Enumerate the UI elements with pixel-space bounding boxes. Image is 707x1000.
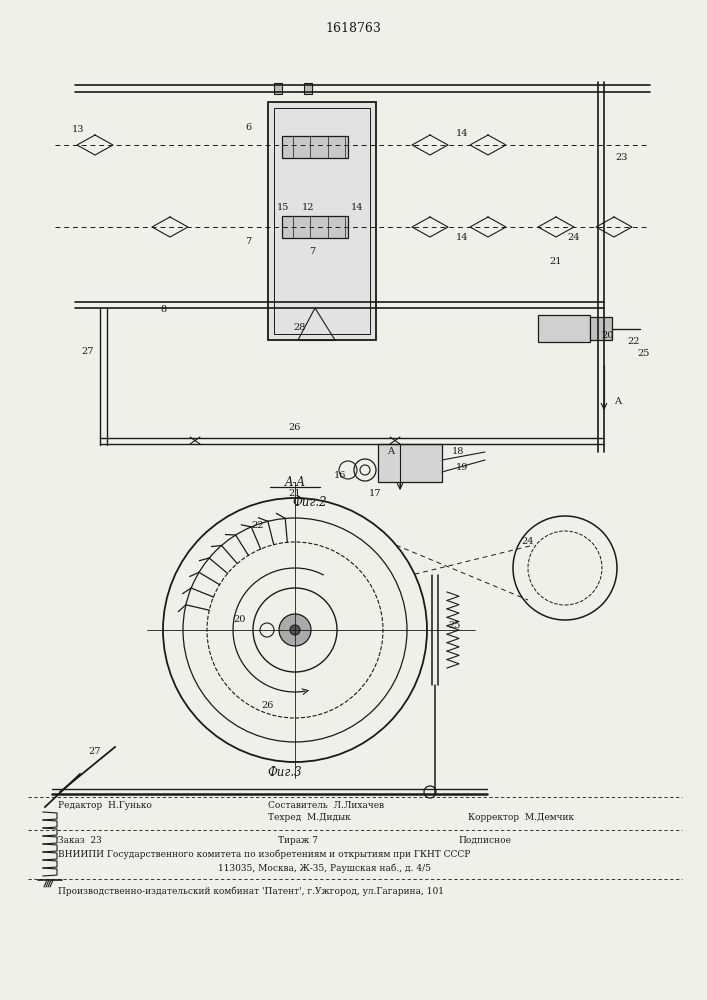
Text: 25: 25	[638, 349, 650, 358]
Text: 18: 18	[452, 448, 464, 456]
Text: 15: 15	[277, 204, 289, 213]
Circle shape	[290, 625, 300, 635]
Text: 6: 6	[245, 123, 251, 132]
Bar	[590, 317, 612, 340]
Text: Тираж 7: Тираж 7	[278, 836, 318, 845]
Bar	[274, 108, 370, 334]
Text: 12: 12	[302, 204, 314, 213]
Text: 16: 16	[334, 471, 346, 480]
Circle shape	[279, 614, 311, 646]
Text: 24: 24	[522, 538, 534, 546]
Text: Подписное: Подписное	[458, 836, 511, 845]
Text: Фиг.3: Фиг.3	[268, 766, 303, 778]
Bar	[268, 102, 376, 340]
Bar	[274, 83, 282, 94]
Text: A: A	[614, 397, 621, 406]
Bar	[538, 315, 590, 342]
Text: 19: 19	[456, 462, 468, 472]
Text: Составитель  Л.Лихачев: Составитель Л.Лихачев	[268, 800, 384, 810]
Text: 7: 7	[245, 237, 251, 246]
Text: 27: 27	[89, 748, 101, 756]
Text: 21: 21	[288, 489, 301, 498]
Text: 22: 22	[252, 520, 264, 530]
Bar	[378, 444, 442, 482]
Text: 1618763: 1618763	[325, 21, 381, 34]
Bar	[282, 216, 348, 238]
Bar	[282, 136, 348, 158]
Text: 22: 22	[628, 338, 641, 347]
Text: Фиг.2: Фиг.2	[293, 496, 327, 510]
Text: 24: 24	[568, 233, 580, 242]
Text: Корректор  М.Демчик: Корректор М.Демчик	[468, 814, 574, 822]
Text: Редактор  Н.Гунько: Редактор Н.Гунько	[58, 800, 152, 810]
Text: 113035, Москва, Ж-35, Раушская наб., д. 4/5: 113035, Москва, Ж-35, Раушская наб., д. …	[218, 864, 431, 873]
Text: Техред  М.Дидык: Техред М.Дидык	[268, 814, 351, 822]
Text: A: A	[387, 448, 395, 456]
Text: 26: 26	[262, 700, 274, 710]
Text: 21: 21	[550, 257, 562, 266]
Text: 26: 26	[289, 424, 301, 432]
Text: Заказ  23: Заказ 23	[58, 836, 102, 845]
Text: A-A: A-A	[284, 476, 305, 488]
Text: Производственно-издательский комбинат 'Патент', г.Ужгород, ул.Гагарина, 101: Производственно-издательский комбинат 'П…	[58, 886, 444, 896]
Text: 28: 28	[294, 322, 306, 332]
Text: 20: 20	[234, 615, 246, 624]
Text: ВНИИПИ Государственного комитета по изобретениям и открытиям при ГКНТ СССР: ВНИИПИ Государственного комитета по изоб…	[58, 850, 470, 859]
Text: 14: 14	[456, 128, 468, 137]
Text: 14: 14	[456, 232, 468, 241]
Text: 20: 20	[602, 330, 614, 340]
Text: 14: 14	[351, 204, 363, 213]
Bar	[304, 83, 312, 94]
Text: 27: 27	[82, 348, 94, 357]
Text: 13: 13	[71, 125, 84, 134]
Text: 25: 25	[449, 620, 461, 630]
Text: 7: 7	[309, 247, 315, 256]
Text: 23: 23	[616, 153, 629, 162]
Text: 17: 17	[369, 488, 381, 497]
Text: 8: 8	[160, 306, 166, 314]
